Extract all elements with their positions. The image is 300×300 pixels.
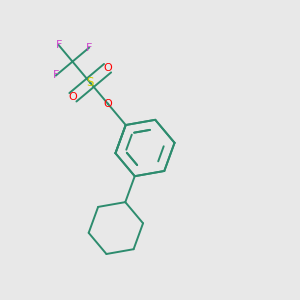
Text: O: O bbox=[68, 92, 77, 102]
Text: F: F bbox=[56, 40, 62, 50]
Text: F: F bbox=[86, 43, 92, 53]
Text: O: O bbox=[103, 63, 112, 73]
Text: O: O bbox=[103, 99, 112, 109]
Text: F: F bbox=[53, 70, 59, 80]
Text: S: S bbox=[86, 76, 94, 89]
